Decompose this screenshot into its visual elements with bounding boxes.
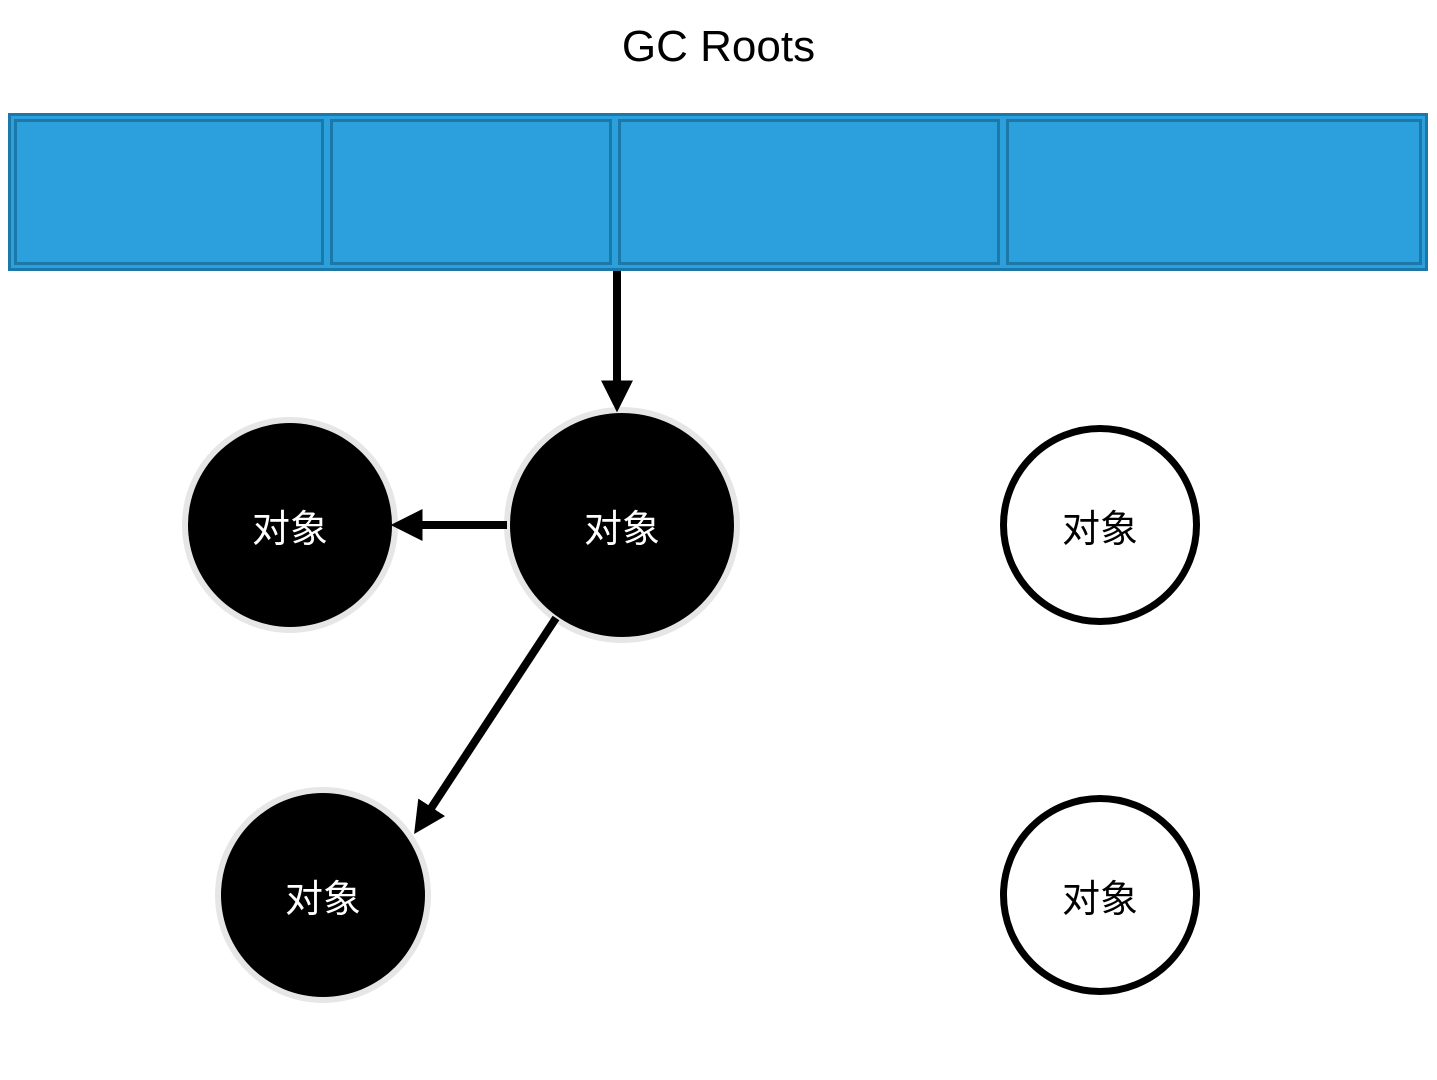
roots-cell-1 (330, 119, 612, 265)
roots-cell-2 (618, 119, 1000, 265)
obj-right-bottom: 对象 (1000, 795, 1200, 995)
roots-cell-0 (14, 119, 324, 265)
e-center-bottom (422, 618, 556, 822)
obj-bottom-label: 对象 (285, 868, 361, 923)
obj-right-bottom-label: 对象 (1062, 868, 1138, 923)
obj-right-top: 对象 (1000, 425, 1200, 625)
obj-right-top-label: 对象 (1062, 498, 1138, 553)
diagram-title: GC Roots (622, 22, 815, 72)
obj-bottom: 对象 (221, 793, 425, 997)
obj-left-label: 对象 (252, 498, 328, 553)
obj-center: 对象 (510, 413, 734, 637)
roots-cell-3 (1006, 119, 1422, 265)
obj-left: 对象 (188, 423, 392, 627)
obj-center-label: 对象 (584, 498, 660, 553)
